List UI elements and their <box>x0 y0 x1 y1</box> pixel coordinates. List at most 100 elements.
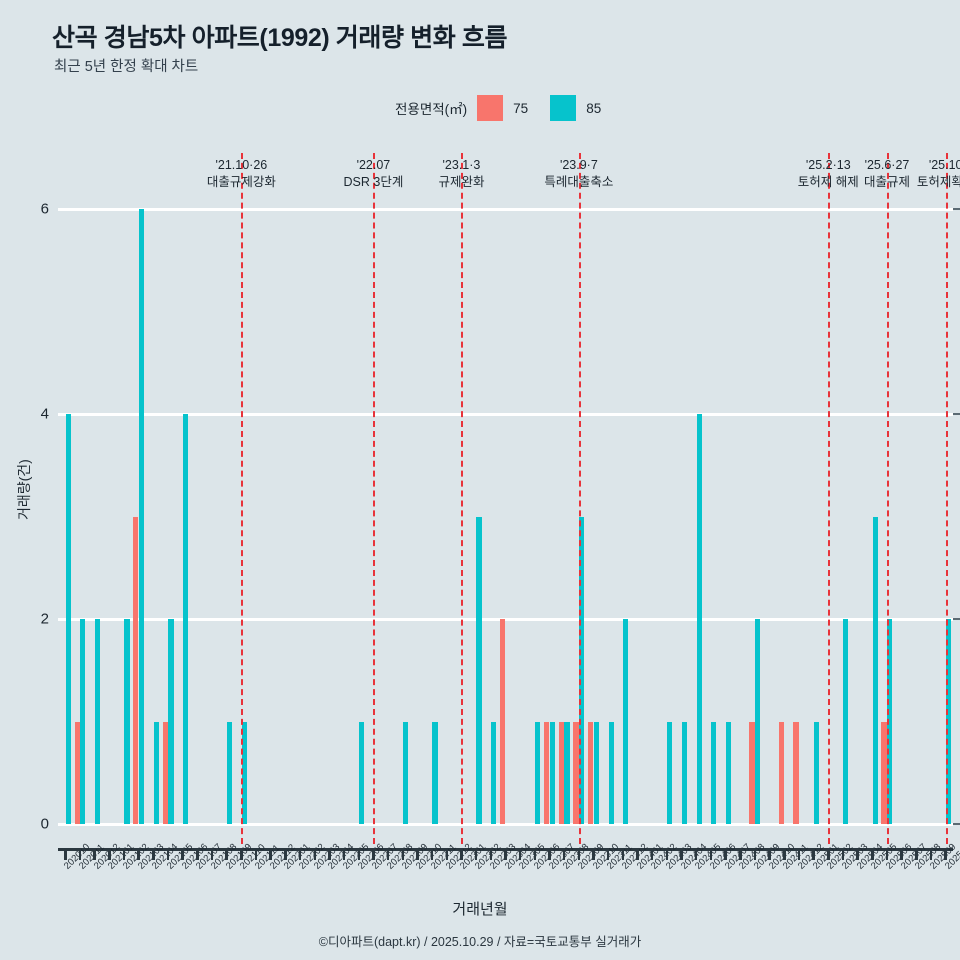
event-annotation: '23.1·3 규제완화 <box>401 157 521 191</box>
x-tick-mark <box>592 848 595 860</box>
x-tick-mark <box>900 848 903 860</box>
x-tick-mark <box>181 848 184 860</box>
x-tick-mark <box>827 848 830 860</box>
bar <box>491 721 497 824</box>
x-tick-mark <box>430 848 434 860</box>
gridline <box>58 617 953 621</box>
bar <box>65 414 71 824</box>
x-tick-mark <box>416 848 419 860</box>
event-date: '25.6·27 <box>864 158 910 172</box>
x-tick-mark <box>724 848 727 860</box>
bar <box>749 721 755 824</box>
x-tick-mark <box>196 848 199 860</box>
x-tick-mark <box>152 848 155 860</box>
x-tick-mark <box>460 848 463 860</box>
x-tick-mark <box>298 848 302 860</box>
y-tick-mark <box>953 413 960 415</box>
legend-label-75: 75 <box>513 100 529 116</box>
x-tick-mark <box>64 848 67 860</box>
x-tick-mark <box>650 848 654 860</box>
y-tick-label: 0 <box>40 815 49 833</box>
bar <box>162 721 168 824</box>
bar <box>843 619 849 824</box>
x-tick-mark <box>474 848 478 860</box>
x-tick-mark <box>401 848 405 860</box>
x-tick-mark <box>548 848 551 860</box>
footer-credit: ©디아파트(dapt.kr) / 2025.10.29 / 자료=국토교통부 실… <box>318 935 642 949</box>
bar <box>711 721 717 824</box>
event-name: 대출규제강화 <box>206 174 276 189</box>
bar <box>945 619 952 824</box>
x-tick-mark <box>856 848 859 860</box>
x-tick-mark <box>694 848 698 860</box>
bar <box>133 516 139 824</box>
event-annotation: '22.07 DSR 3단계 <box>313 157 433 191</box>
event-line <box>461 153 464 844</box>
event-annotation: '23.9·7 특례대출축소 <box>519 157 639 191</box>
bar <box>241 721 247 824</box>
event-annotation: '25.2·13 토허제 해제 <box>768 157 888 191</box>
event-line <box>828 153 831 844</box>
bar <box>74 721 80 824</box>
event-date: '21.10·26 <box>215 158 268 172</box>
gridline <box>58 822 953 826</box>
bar <box>359 721 365 824</box>
event-line <box>945 153 948 844</box>
event-name: 특례대출축소 <box>544 174 614 189</box>
x-tick-mark <box>225 848 228 860</box>
x-tick-mark <box>386 848 390 860</box>
x-tick-mark <box>606 848 610 860</box>
bar <box>593 721 600 824</box>
legend-swatch-85 <box>550 95 577 121</box>
bar <box>153 721 159 824</box>
x-tick-mark <box>342 848 346 860</box>
bar <box>887 619 893 824</box>
x-tick-mark <box>783 848 786 860</box>
bar <box>667 721 673 824</box>
x-tick-mark <box>841 848 845 860</box>
event-name: 대출규제 <box>863 174 910 189</box>
event-name: 토허제확대 <box>916 174 960 189</box>
bar <box>681 721 688 824</box>
x-tick-mark <box>313 848 316 860</box>
bar <box>432 721 438 824</box>
bar <box>544 721 550 824</box>
x-tick-mark <box>254 848 258 860</box>
event-name: DSR 3단계 <box>343 174 404 189</box>
bar <box>124 619 130 824</box>
event-line <box>578 153 581 844</box>
x-tick-mark <box>489 848 493 860</box>
x-tick-mark <box>284 848 287 860</box>
bar <box>623 619 629 824</box>
bar <box>608 721 614 824</box>
event-date: '23.1·3 <box>442 158 481 172</box>
bar <box>138 209 145 824</box>
x-tick-mark <box>915 848 918 860</box>
event-annotation: '25.6·27 대출규제 <box>827 157 947 191</box>
bar <box>579 516 585 824</box>
x-tick-mark <box>240 848 243 860</box>
bar <box>549 721 555 824</box>
event-date: '22.07 <box>356 158 391 172</box>
x-tick-mark <box>885 848 889 860</box>
bar <box>80 619 86 824</box>
y-tick-mark <box>953 208 960 210</box>
bar <box>725 721 732 824</box>
event-date: '25.10 <box>928 158 960 172</box>
x-tick-mark <box>93 848 96 860</box>
plot-area: 0 2 4 6 '21.10·26 대출규제강화 '22.07 DSR 3단계 '23.1·3 규… <box>41 153 960 844</box>
y-tick-label: 6 <box>40 200 49 218</box>
x-tick-mark <box>518 848 522 860</box>
x-tick-mark <box>504 848 507 860</box>
x-tick-mark <box>357 848 361 860</box>
x-tick-mark <box>269 848 272 860</box>
x-tick-mark <box>944 848 947 860</box>
x-tick-mark <box>871 848 874 860</box>
x-tick-mark <box>108 848 111 860</box>
bar <box>778 721 784 824</box>
x-tick-mark <box>753 848 757 860</box>
gridline <box>58 207 953 211</box>
bar <box>696 414 702 824</box>
bar <box>573 721 579 824</box>
